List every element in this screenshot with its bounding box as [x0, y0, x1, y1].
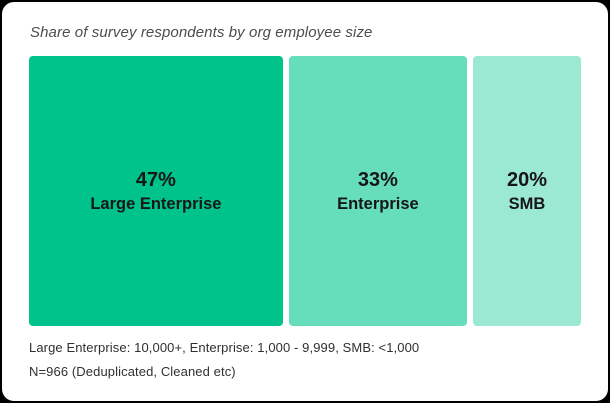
- proportional-bar-chart: 47% Large Enterprise 33% Enterprise 20% …: [29, 56, 581, 326]
- chart-segment-enterprise: 33% Enterprise: [288, 56, 467, 326]
- segment-category-label: Enterprise: [337, 194, 419, 213]
- segment-category-label: SMB: [508, 194, 546, 213]
- chart-segment-smb: 20% SMB: [473, 56, 581, 326]
- footnote-definitions: Large Enterprise: 10,000+, Enterprise: 1…: [29, 340, 420, 355]
- chart-title: Share of survey respondents by org emplo…: [30, 24, 373, 41]
- chart-footnotes: Large Enterprise: 10,000+, Enterprise: 1…: [29, 340, 581, 379]
- chart-segment-large-enterprise: 47% Large Enterprise: [29, 56, 283, 326]
- segment-value-label: 33%: [357, 168, 398, 191]
- segment-value-label: 20%: [506, 168, 548, 191]
- segment-category-label: Large Enterprise: [90, 194, 222, 213]
- segment-value-label: 47%: [135, 168, 176, 191]
- footnote-sample-size: N=966 (Deduplicated, Cleaned etc): [29, 364, 236, 379]
